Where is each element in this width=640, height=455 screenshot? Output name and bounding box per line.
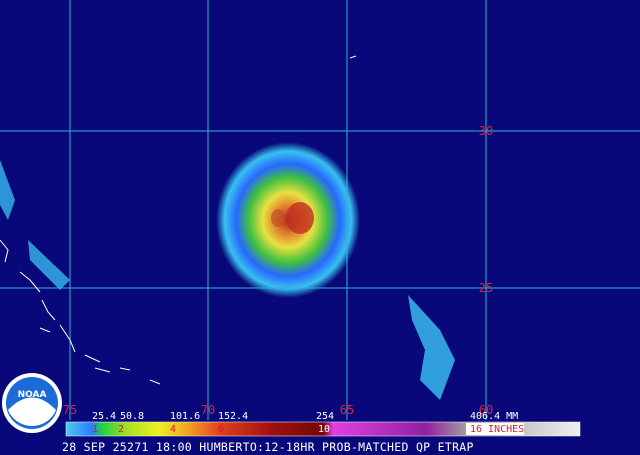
color-bar: [65, 421, 581, 437]
lon-label: 65: [340, 403, 354, 417]
lon-label: 70: [201, 403, 215, 417]
scale-mm: 254: [316, 411, 334, 422]
scale-inch: 16 INCHES: [470, 424, 524, 435]
caption: 28 SEP 25271 18:00 HUMBERTO:12-18HR PROB…: [62, 440, 474, 454]
scale-mm: 406.4 MM: [470, 411, 518, 422]
coastline: [0, 55, 357, 385]
scale-inch: 6: [218, 424, 224, 435]
lon-label: 60: [479, 403, 493, 417]
scale-inch: 1: [92, 424, 98, 435]
scale-mm: 101.6: [170, 411, 200, 422]
scale-mm: 50.8: [120, 411, 144, 422]
graticule: [0, 0, 640, 420]
scale-inch: 10: [318, 424, 330, 435]
unit-box: [466, 423, 524, 435]
lat-label: 30: [479, 124, 493, 138]
lat-label: 25: [479, 281, 493, 295]
logo-text: NOAA: [18, 390, 47, 400]
scale-inch: 2: [118, 424, 124, 435]
scale-mm: 152.4: [218, 411, 248, 422]
logo: NOAA: [2, 373, 62, 433]
rain-field: [0, 142, 455, 400]
scale-mm: 25.4: [92, 411, 116, 422]
scale-inch: 4: [170, 424, 176, 435]
lon-label: 75: [63, 403, 77, 417]
